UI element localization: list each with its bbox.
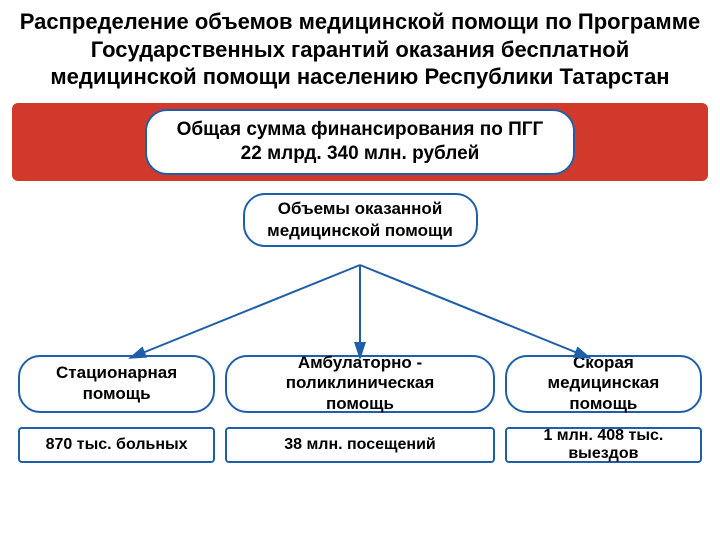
total-band: Общая сумма финансирования по ПГГ 22 млр… <box>12 103 708 181</box>
value-text: 1 млн. 408 тыс. выездов <box>513 427 694 463</box>
page-title: Распределение объемов медицинской помощи… <box>0 0 720 95</box>
services-line2: медицинской помощи <box>267 220 453 241</box>
category-line2: помощь <box>326 394 394 414</box>
total-pill: Общая сумма финансирования по ПГГ 22 млр… <box>145 109 575 175</box>
category-line1: Стационарная <box>56 363 177 383</box>
services-line1: Объемы оказанной <box>278 198 443 219</box>
category-line2: помощь <box>83 384 151 404</box>
category-line1: Амбулаторно - поликлиническая <box>233 353 487 394</box>
category-box: Скорая медицинская помощь <box>505 355 702 413</box>
categories-row: Стационарная помощь Амбулаторно - поликл… <box>18 355 702 413</box>
values-row: 870 тыс. больных 38 млн. посещений 1 млн… <box>18 427 702 463</box>
value-text: 38 млн. посещений <box>284 436 436 454</box>
category-line1: Скорая <box>573 353 634 373</box>
total-line1: Общая сумма финансирования по ПГГ <box>177 118 544 142</box>
category-line2: медицинская помощь <box>513 373 694 414</box>
category-box: Амбулаторно - поликлиническая помощь <box>225 355 495 413</box>
flow-arrow <box>360 265 590 358</box>
flow-arrow <box>130 265 360 358</box>
value-box: 38 млн. посещений <box>225 427 495 463</box>
total-line2: 22 млрд. 340 млн. рублей <box>241 142 480 166</box>
value-box: 870 тыс. больных <box>18 427 215 463</box>
value-text: 870 тыс. больных <box>46 436 188 454</box>
value-box: 1 млн. 408 тыс. выездов <box>505 427 702 463</box>
category-box: Стационарная помощь <box>18 355 215 413</box>
services-pill: Объемы оказанной медицинской помощи <box>243 193 478 247</box>
